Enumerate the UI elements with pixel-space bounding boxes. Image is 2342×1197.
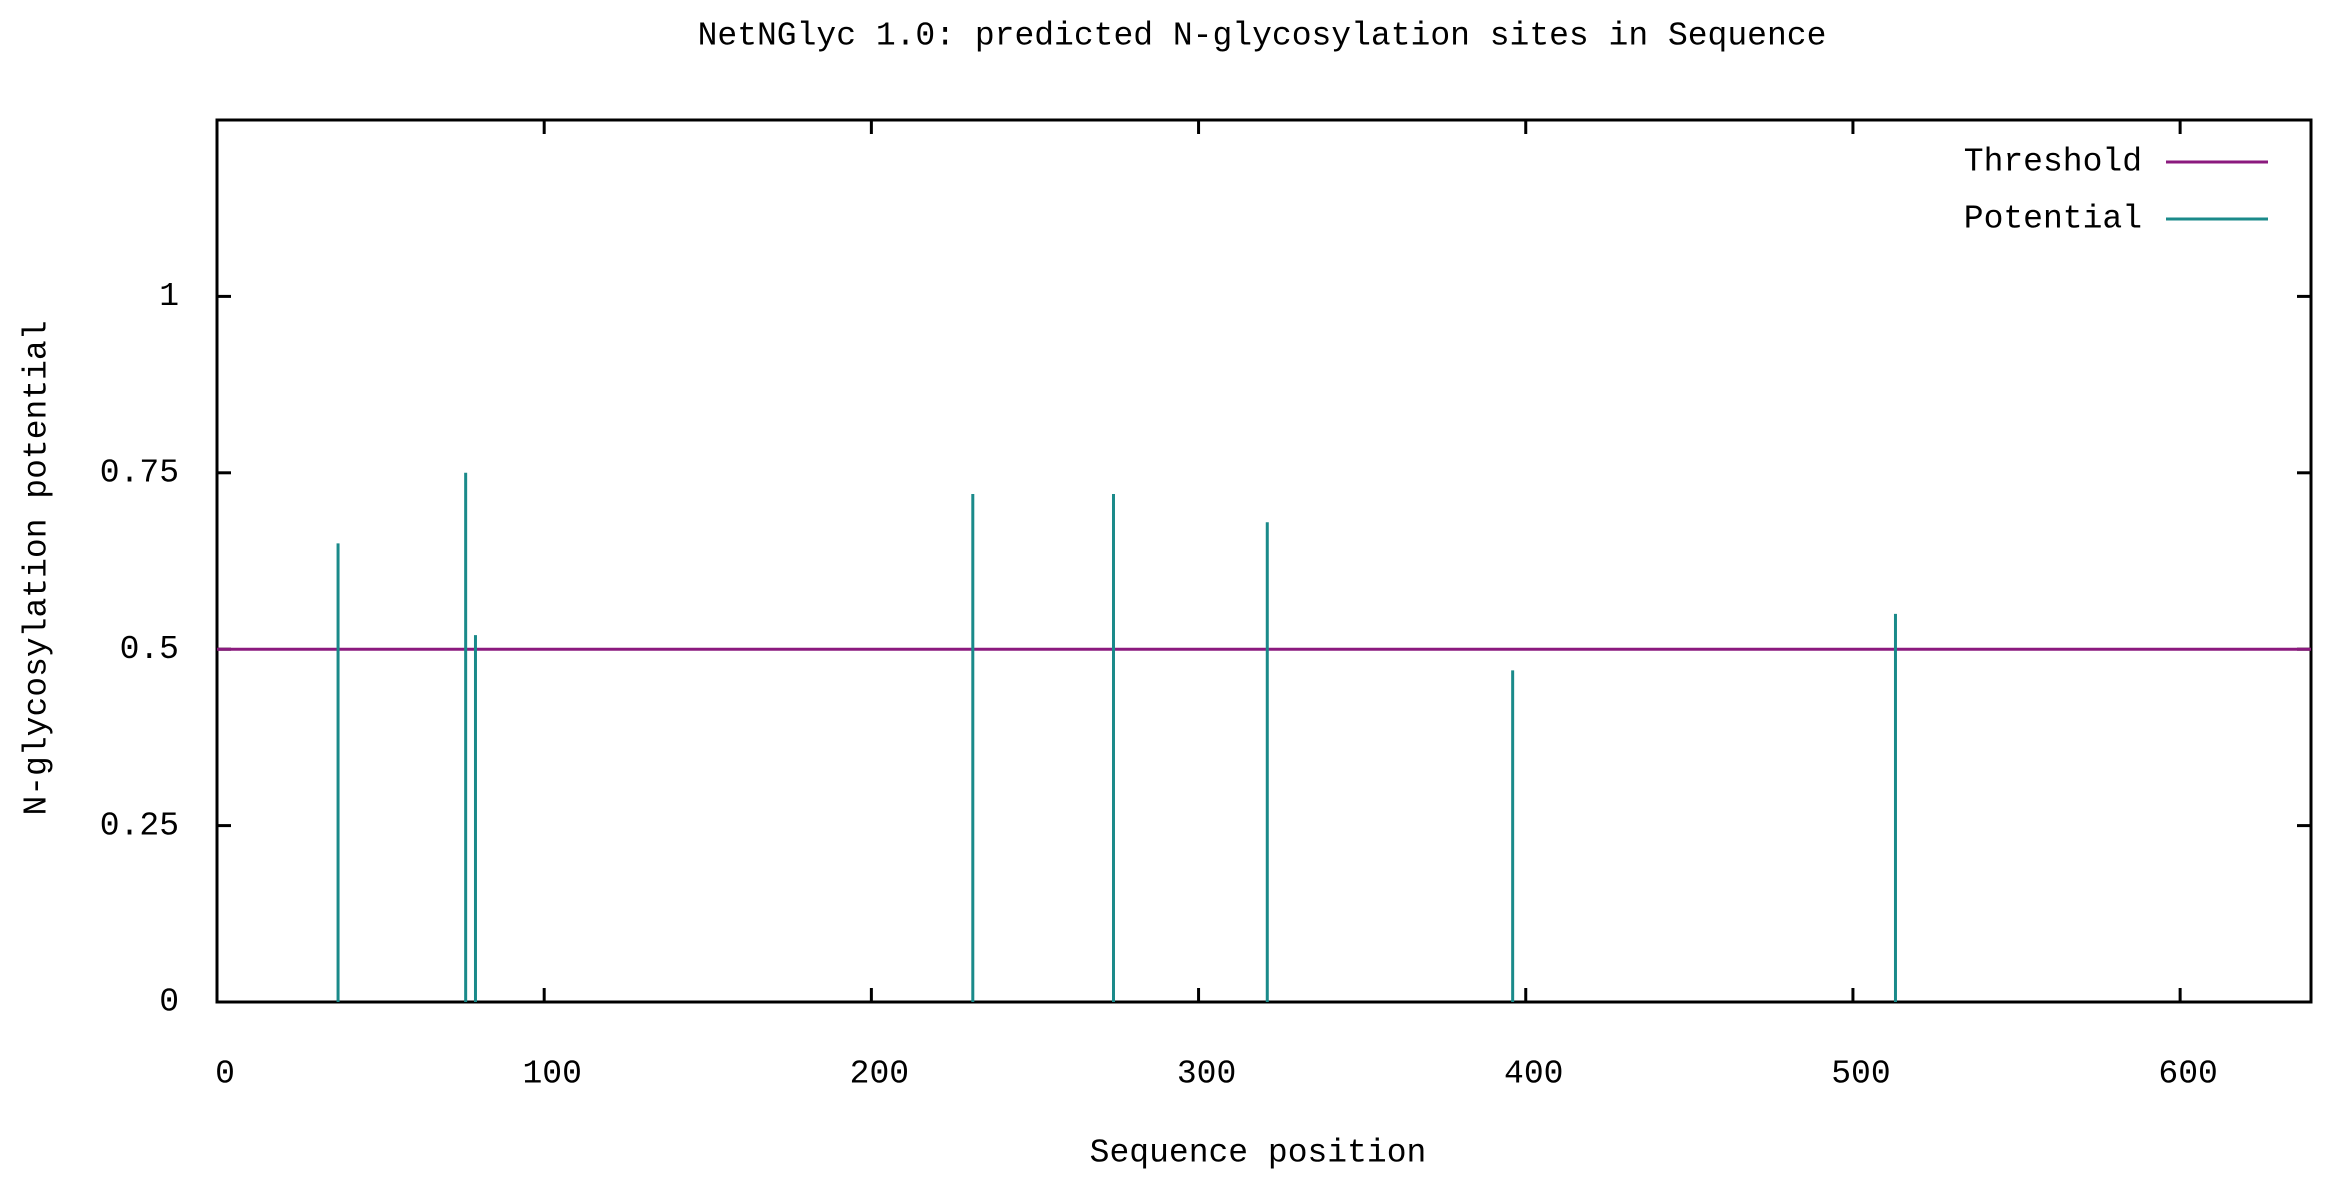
chart-title: NetNGlyc 1.0: predicted N-glycosylation … [698,18,1827,55]
x-tick-label: 0 [215,1056,235,1093]
x-tick-label: 200 [850,1056,909,1093]
x-tick-label: 600 [2158,1056,2217,1093]
y-axis-label: N-glycosylation potential [19,320,56,815]
y-tick-label: 0.75 [100,455,179,492]
y-tick-label: 0 [159,984,179,1021]
x-axis-label: Sequence position [1090,1135,1427,1172]
plot-frame [215,118,2313,1004]
x-tick-label: 300 [1177,1056,1236,1093]
y-tick-label: 1 [159,278,179,315]
legend-label: Threshold [1964,144,2142,181]
y-tick-label: 0.25 [100,807,179,844]
y-tick-label: 0.5 [120,631,179,668]
legend-label: Potential [1964,201,2142,238]
x-tick-label: 100 [522,1056,581,1093]
x-tick-label: 400 [1504,1056,1563,1093]
x-tick-label: 500 [1831,1056,1890,1093]
